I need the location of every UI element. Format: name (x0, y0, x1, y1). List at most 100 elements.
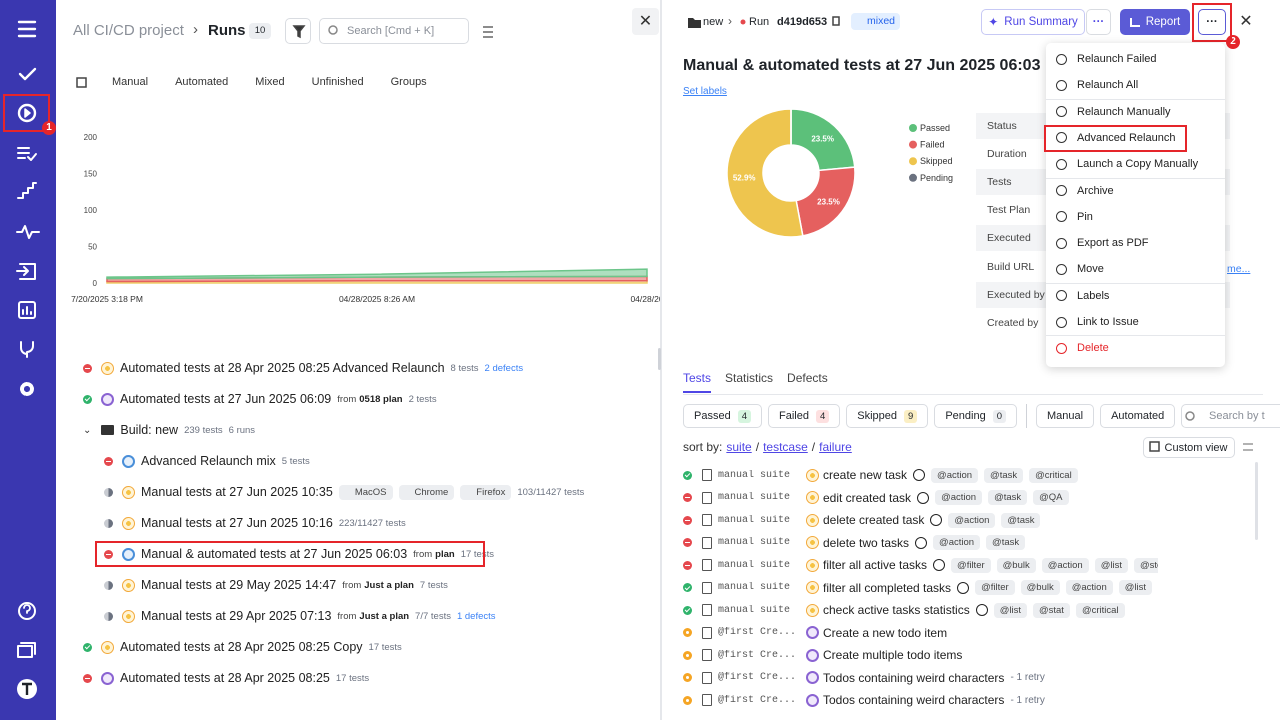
check-icon[interactable] (20, 69, 35, 79)
status-filter[interactable]: Failed4 (768, 404, 840, 428)
run-row[interactable]: Manual tests at 27 Jun 2025 10:35MacOSCh… (104, 482, 584, 502)
report-button[interactable]: Report (1120, 9, 1190, 35)
settings-sliders (483, 27, 493, 37)
run-row[interactable]: Advanced Relaunch mix5 tests (104, 451, 310, 471)
sort-option[interactable]: testcase (763, 440, 808, 454)
runs-tab[interactable]: Manual (112, 76, 148, 88)
runs-tab[interactable]: Groups (391, 76, 427, 88)
sort-option[interactable]: failure (819, 440, 852, 454)
y-tick-label: 150 (84, 170, 98, 179)
defects-link[interactable]: 2 defects (485, 363, 524, 374)
test-tag: @QA (1033, 490, 1068, 505)
run-summary-button[interactable]: ✦Run Summary (981, 9, 1085, 35)
tests-search[interactable]: Search by t (1181, 404, 1280, 428)
run-row[interactable]: Manual tests at 29 Apr 2025 07:13fromJus… (104, 606, 496, 626)
test-row[interactable]: @first Cre...Todos containing weird char… (683, 669, 1158, 687)
status-icon (683, 606, 692, 615)
test-row[interactable]: @first Cre...Create multiple todo items (683, 646, 1158, 664)
run-row[interactable]: Automated tests at 28 Apr 2025 08:25 Cop… (83, 637, 402, 657)
test-tag: @action (948, 513, 995, 528)
tests-tab[interactable]: Statistics (725, 371, 773, 393)
resize-handle[interactable] (658, 348, 661, 370)
menu-item[interactable]: Archive (1056, 179, 1216, 203)
build-url-link[interactable]: me... (1227, 263, 1250, 275)
status-icon (683, 493, 692, 502)
test-row[interactable]: manual suitefilter all active tasks@filt… (683, 556, 1158, 574)
menu-item[interactable]: Launch a Copy Manually (1056, 152, 1216, 176)
set-labels-link[interactable]: Set labels (683, 86, 727, 97)
tests-tab[interactable]: Tests (683, 371, 711, 393)
sort-option[interactable]: suite (726, 440, 751, 454)
menu-item[interactable]: Relaunch All (1056, 73, 1216, 97)
menu-item[interactable]: Link to Issue (1056, 310, 1216, 334)
import-icon[interactable] (17, 264, 35, 279)
run-title: Automated tests at 27 Jun 2025 06:09 (120, 392, 331, 406)
custom-view-button[interactable]: Custom view (1143, 437, 1235, 458)
test-row[interactable]: manual suitedelete two tasks@action@task (683, 534, 1158, 552)
run-meta: 5 tests (282, 456, 310, 467)
test-tag: @action (933, 535, 980, 550)
run-row[interactable]: Automated tests at 28 Apr 2025 08:2517 t… (83, 668, 369, 688)
sort-separator: / (812, 440, 815, 454)
projects-icon[interactable] (18, 643, 35, 657)
test-row[interactable]: manual suiteedit created task@action@tas… (683, 489, 1158, 507)
test-title: edit created task (823, 491, 911, 505)
test-row[interactable]: manual suitedelete created task@action@t… (683, 511, 1158, 529)
pulse-icon[interactable] (17, 226, 39, 238)
run-title: Manual tests at 27 Jun 2025 10:35 (141, 485, 333, 499)
run-folder[interactable]: new (703, 16, 723, 28)
run-row[interactable]: Manual tests at 27 Jun 2025 10:16223/114… (104, 513, 406, 533)
close-panel[interactable]: ✕ (632, 8, 659, 35)
plans-icon[interactable] (18, 148, 36, 160)
menu-item[interactable]: Labels (1056, 284, 1216, 308)
runs-tab[interactable]: Mixed (255, 76, 284, 88)
type-filter[interactable]: Automated (1100, 404, 1175, 428)
run-meta: 239 tests (184, 425, 223, 436)
menu-item[interactable]: Move (1056, 257, 1216, 281)
type-filter[interactable]: Manual (1036, 404, 1094, 428)
close-run[interactable]: ✕ (1236, 10, 1256, 34)
legend-label: Skipped (920, 156, 953, 166)
y-tick-label: 0 (93, 279, 98, 288)
doc-icon (702, 649, 712, 661)
menu-label: Link to Issue (1077, 316, 1139, 328)
menu-item[interactable]: Relaunch Failed (1056, 47, 1216, 71)
tests-tab[interactable]: Defects (787, 371, 828, 393)
test-row[interactable]: manual suitecreate new task@action@task@… (683, 466, 1158, 484)
menu-item[interactable]: Delete (1056, 336, 1216, 360)
defects-link[interactable]: 1 defects (457, 611, 496, 622)
runs-play (25, 109, 30, 117)
test-row[interactable]: @first Cre...Todos containing weird char… (683, 691, 1158, 709)
test-row[interactable]: manual suitecheck active tasks statistic… (683, 601, 1158, 619)
branch-icon[interactable] (21, 342, 33, 357)
filter-button[interactable] (285, 18, 311, 44)
menu-icon[interactable] (19, 22, 35, 36)
slice-label: 23.5% (811, 134, 834, 143)
status-icon (104, 457, 113, 466)
test-row[interactable]: manual suitefilter all completed tasks@f… (683, 579, 1158, 597)
run-row[interactable]: ⌄Build: new239 tests6 runs (83, 420, 255, 440)
status-filter[interactable]: Pending0 (934, 404, 1017, 428)
breadcrumb-project[interactable]: All CI/CD project (73, 22, 184, 39)
test-row[interactable]: @first Cre...Create a new todo item (683, 624, 1158, 642)
status-filter[interactable]: Skipped9 (846, 404, 928, 428)
runs-tab[interactable]: Unfinished (312, 76, 364, 88)
menu-item[interactable]: Pin (1056, 205, 1216, 229)
steps-icon[interactable] (18, 183, 36, 198)
search-input[interactable]: Search [Cmd + K] (319, 18, 469, 44)
settings-icon[interactable] (22, 384, 32, 394)
more-button[interactable]: ··· (1086, 9, 1111, 35)
menu-label: Labels (1077, 290, 1109, 302)
status-filter[interactable]: Passed4 (683, 404, 762, 428)
run-row[interactable]: Manual tests at 29 May 2025 14:47fromJus… (104, 575, 448, 595)
menu-item[interactable]: Export as PDF (1056, 231, 1216, 255)
menu-icon (1056, 238, 1067, 249)
run-row[interactable]: Automated tests at 27 Jun 2025 06:09from… (83, 389, 437, 409)
menu-item[interactable]: Relaunch Manually (1056, 100, 1216, 124)
run-row[interactable]: Automated tests at 28 Apr 2025 08:25 Adv… (83, 358, 523, 378)
detail-label: Tests (987, 176, 1012, 188)
test-title: Todos containing weird characters (823, 671, 1004, 685)
runs-tab[interactable]: Automated (175, 76, 228, 88)
suite-name: manual suite (718, 605, 800, 616)
